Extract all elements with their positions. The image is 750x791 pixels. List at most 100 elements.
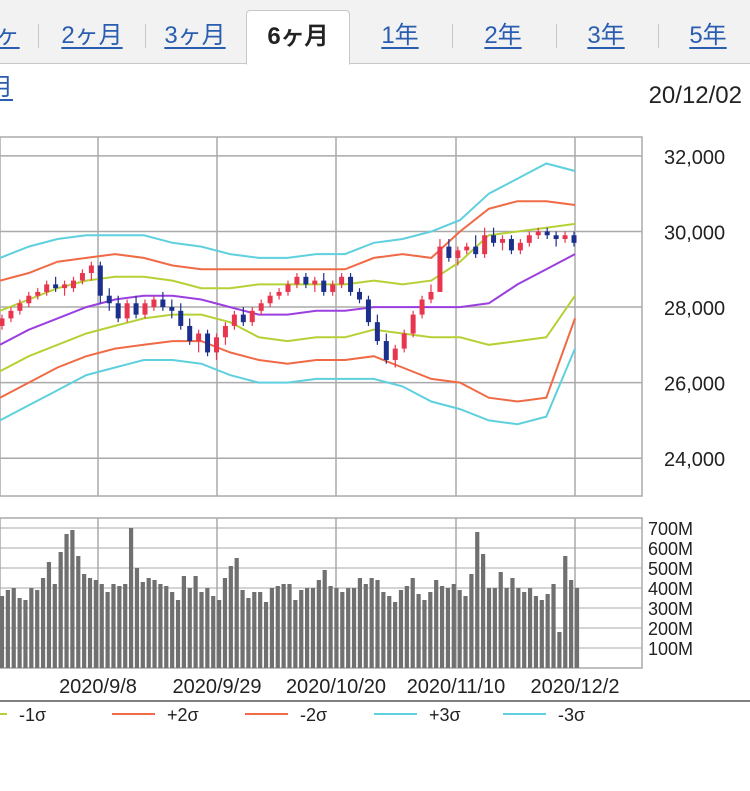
candle-body [115, 303, 121, 319]
candle-body [446, 246, 452, 258]
candle-body [419, 299, 425, 315]
tab-separator [145, 24, 146, 48]
candle-body [482, 235, 488, 255]
candle-body [544, 231, 550, 236]
date-tick-label: 2020/10/20 [286, 676, 386, 698]
tab-2-years[interactable]: 2年 [484, 22, 522, 49]
legend-label: -3σ [558, 705, 585, 725]
candle-body [267, 295, 273, 304]
volume-bar [498, 572, 503, 668]
volume-bar [234, 558, 239, 668]
candle-body [187, 325, 193, 342]
volume-bar [134, 568, 140, 668]
tab-2-months[interactable]: 2ヶ月 [61, 22, 123, 49]
price-axis: 32,000 30,000 28,000 26,000 24,000 [664, 147, 725, 471]
candle-body [365, 299, 371, 323]
band-plus2-line [0, 200, 576, 282]
candle-body [562, 235, 568, 240]
volume-bar [158, 584, 163, 668]
candle-body [339, 276, 345, 285]
candle-body [392, 348, 398, 360]
candle-body [17, 303, 23, 311]
tab-6-months[interactable]: 6ヶ月 [246, 10, 350, 65]
volume-bar [434, 580, 439, 668]
legend-label: +2σ [167, 705, 199, 725]
volume-bar [293, 600, 298, 668]
tab-3-years[interactable]: 3年 [587, 22, 625, 49]
volume-bar [211, 596, 216, 668]
candle-body [142, 303, 148, 315]
volume-bar [205, 588, 210, 668]
volume-bar [281, 584, 286, 668]
tab-5-years[interactable]: 5年 [689, 22, 727, 49]
price-tick-label: 30,000 [664, 222, 725, 244]
candle-body [464, 246, 470, 251]
volume-bar [128, 528, 134, 668]
volume-bar [146, 578, 151, 668]
volume-bar [334, 588, 339, 668]
candle-body [500, 239, 505, 243]
candle-body [455, 250, 461, 258]
tab-1-year[interactable]: 1年 [381, 22, 419, 49]
tab-separator [452, 24, 453, 48]
legend-label: -1σ [19, 705, 46, 725]
candle-body [383, 341, 389, 360]
legend-label: -2σ [300, 705, 327, 725]
volume-bar [422, 600, 427, 668]
volume-bar [393, 602, 398, 668]
volume-bar [40, 578, 46, 668]
volume-bar [404, 586, 409, 668]
volume-bar [463, 596, 468, 668]
volume-bar [52, 584, 57, 668]
date-tick-label: 2020/9/29 [173, 676, 262, 698]
volume-bar [187, 588, 192, 668]
volume-bar [428, 592, 433, 668]
candle-body [196, 333, 202, 342]
volume-bar [539, 600, 544, 668]
band-minus1-line [0, 295, 576, 373]
candle-body [214, 337, 219, 353]
candle-body [53, 284, 59, 289]
candle-body [133, 303, 139, 315]
volume-tick-label: 700M [648, 519, 693, 539]
date-axis: 20/8/172020/9/82020/9/292020/10/202020/1… [0, 676, 750, 702]
volume-bar [510, 578, 515, 668]
volume-tick-label: 500M [648, 559, 693, 579]
volume-bar [152, 580, 157, 668]
volume-bar [82, 574, 87, 668]
price-tick-label: 24,000 [664, 449, 725, 471]
candle-body [240, 314, 246, 323]
volume-bar [99, 584, 104, 668]
candle-body [169, 307, 175, 311]
candle-body [97, 265, 103, 296]
volume-bar [117, 586, 122, 668]
volume-bar [164, 586, 169, 668]
price-tick-label: 32,000 [664, 147, 725, 169]
candle-body [124, 303, 130, 319]
tab-3-months[interactable]: 3ヶ月 [164, 22, 226, 49]
candle-body [348, 276, 354, 292]
legend: -1σ +2σ -2σ +3σ -3σ [0, 705, 585, 725]
band-minus2-line [0, 318, 576, 403]
volume-bar [574, 588, 580, 668]
legend-label: +3σ [429, 705, 461, 725]
volume-tick-label: 400M [648, 579, 693, 599]
price-tick-label: 26,000 [664, 374, 725, 396]
volume-bars [0, 528, 580, 668]
volume-bar [193, 576, 198, 668]
volume-bar [258, 592, 263, 668]
volume-bar [328, 586, 333, 668]
volume-bar [70, 530, 75, 668]
volume-bar [29, 588, 34, 668]
volume-bar [381, 592, 386, 668]
candle-body [0, 318, 5, 326]
price-tick-label: 28,000 [664, 298, 725, 320]
tab-separator [556, 24, 557, 48]
volume-bar [140, 582, 145, 668]
tab-1-month[interactable]: 1ヶ月 [0, 22, 20, 101]
volume-bar [416, 594, 421, 668]
tab-separator [658, 24, 659, 48]
candle-body [79, 273, 85, 281]
volume-bar [199, 592, 204, 668]
